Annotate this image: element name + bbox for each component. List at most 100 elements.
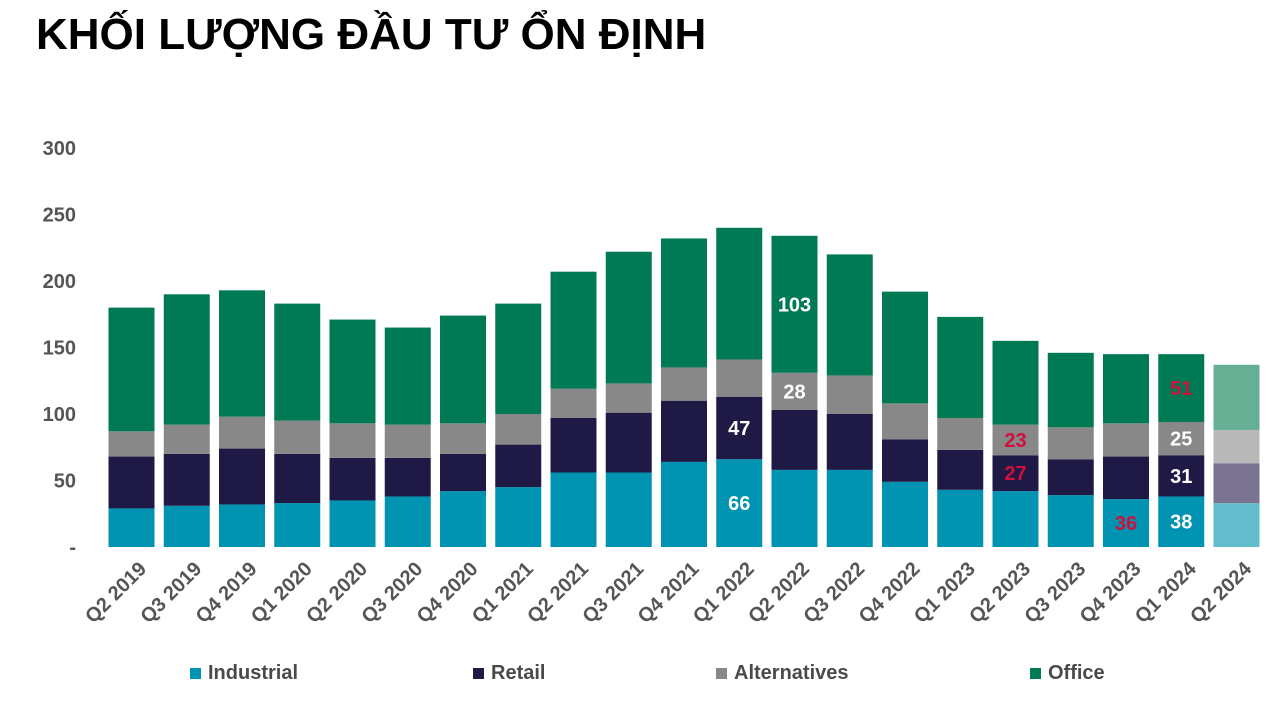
legend-item-office: Office xyxy=(1030,662,1105,685)
bar-industrial-q1-2024 xyxy=(1158,496,1205,547)
legend-swatch-office xyxy=(1030,668,1041,679)
bar-retail-q4-2022 xyxy=(882,439,928,482)
bar-alternatives-q4-2023 xyxy=(1103,423,1149,457)
y-tick-label: 300 xyxy=(43,138,76,160)
bar-industrial-q1-2021 xyxy=(495,487,542,547)
legend-label-industrial: Industrial xyxy=(208,662,299,684)
data-label: 47 xyxy=(728,418,750,440)
bar-retail-q1-2020 xyxy=(274,453,321,504)
bar-alternatives-q3-2023 xyxy=(1047,427,1094,460)
bar-alternatives-q1-2022 xyxy=(716,359,763,397)
legend-label-alternatives: Alternatives xyxy=(734,662,849,684)
bar-industrial-q1-2023 xyxy=(937,489,984,547)
bar-retail-q3-2022 xyxy=(826,414,873,470)
data-label: 103 xyxy=(778,294,811,316)
legend-swatch-industrial xyxy=(190,668,201,679)
legend-swatch-alternatives xyxy=(716,668,727,679)
y-tick-label: - xyxy=(69,537,76,559)
bar-industrial-q3-2021 xyxy=(605,472,652,547)
bar-industrial-q2-2019 xyxy=(108,508,155,547)
bar-alternatives-q2-2023 xyxy=(992,424,1039,456)
bar-alternatives-q4-2022 xyxy=(882,403,928,440)
y-tick-label: 50 xyxy=(54,471,76,493)
bar-retail-q3-2019 xyxy=(163,453,210,506)
bar-office-q1-2023 xyxy=(937,316,984,418)
bar-retail-q2-2020 xyxy=(329,457,376,501)
data-label: 51 xyxy=(1170,378,1192,400)
legend-label-office: Office xyxy=(1048,662,1105,684)
bar-office-q1-2021 xyxy=(495,303,542,414)
bar-retail-q4-2023 xyxy=(1103,456,1149,500)
bar-office-q3-2020 xyxy=(384,327,431,425)
data-label: 25 xyxy=(1170,429,1192,451)
bar-alternatives-q1-2024 xyxy=(1158,421,1205,456)
bar-retail-q4-2021 xyxy=(661,400,707,462)
bar-office-q2-2024 xyxy=(1213,364,1260,430)
bar-alternatives-q1-2020 xyxy=(274,420,321,454)
y-tick-label: 200 xyxy=(43,271,76,293)
bar-industrial-q2-2024 xyxy=(1213,503,1260,547)
bar-retail-q1-2022 xyxy=(716,396,763,460)
bar-office-q2-2020 xyxy=(329,319,376,424)
bar-retail-q2-2023 xyxy=(992,455,1039,492)
bar-office-q3-2023 xyxy=(1047,352,1094,428)
bar-retail-q1-2024 xyxy=(1158,455,1205,497)
bar-industrial-q2-2023 xyxy=(992,491,1039,547)
bar-industrial-q4-2020 xyxy=(440,491,486,547)
bar-office-q4-2021 xyxy=(661,238,707,368)
bar-alternatives-q4-2021 xyxy=(661,367,707,401)
bar-industrial-q4-2022 xyxy=(882,481,928,547)
bar-office-q2-2023 xyxy=(992,340,1039,425)
bar-office-q1-2024 xyxy=(1158,354,1205,422)
bar-alternatives-q2-2021 xyxy=(550,388,597,418)
data-label: 23 xyxy=(1004,430,1026,452)
bar-office-q4-2019 xyxy=(219,290,265,417)
bar-alternatives-q1-2021 xyxy=(495,414,542,445)
y-tick-label: 250 xyxy=(43,205,76,227)
bar-alternatives-q1-2023 xyxy=(937,417,984,450)
bar-retail-q3-2020 xyxy=(384,457,431,497)
bar-retail-q3-2021 xyxy=(605,412,652,473)
bar-alternatives-q3-2020 xyxy=(384,424,431,458)
bar-industrial-q4-2023 xyxy=(1103,499,1149,547)
bar-alternatives-q2-2019 xyxy=(108,431,155,457)
bar-alternatives-q4-2020 xyxy=(440,423,486,454)
legend-swatch-retail xyxy=(473,668,484,679)
legend-label-retail: Retail xyxy=(491,662,546,684)
x-tick-label: Q2 2024 xyxy=(1186,557,1256,627)
bar-retail-q3-2023 xyxy=(1047,459,1094,496)
bar-industrial-q3-2023 xyxy=(1047,495,1094,547)
bar-office-q3-2019 xyxy=(163,294,210,425)
bar-industrial-q2-2020 xyxy=(329,500,376,547)
bar-industrial-q2-2022 xyxy=(771,469,818,547)
data-label: 66 xyxy=(728,493,750,515)
bar-alternatives-q3-2019 xyxy=(163,424,210,454)
legend: Industrial Retail Alternatives Office xyxy=(0,662,1278,688)
bar-office-q4-2022 xyxy=(882,291,928,404)
data-label: 36 xyxy=(1115,513,1137,535)
bar-industrial-q3-2022 xyxy=(826,469,873,547)
bar-retail-q2-2019 xyxy=(108,456,155,509)
bar-office-q3-2021 xyxy=(605,251,652,384)
bar-industrial-q1-2022 xyxy=(716,459,763,547)
bar-office-q3-2022 xyxy=(826,254,873,376)
legend-item-alternatives: Alternatives xyxy=(716,662,849,685)
bar-industrial-q3-2019 xyxy=(163,505,210,547)
bar-retail-q1-2021 xyxy=(495,444,542,488)
bar-retail-q2-2021 xyxy=(550,417,597,473)
legend-item-retail: Retail xyxy=(473,662,545,685)
bar-industrial-q2-2021 xyxy=(550,472,597,547)
bar-alternatives-q4-2019 xyxy=(219,416,265,449)
data-label: 27 xyxy=(1004,463,1026,485)
bar-industrial-q3-2020 xyxy=(384,496,431,547)
bar-retail-q4-2019 xyxy=(219,448,265,505)
bar-retail-q2-2024 xyxy=(1213,463,1260,504)
bar-office-q2-2021 xyxy=(550,271,597,389)
bar-alternatives-q2-2024 xyxy=(1213,429,1260,464)
data-label: 38 xyxy=(1170,512,1192,534)
y-tick-label: 150 xyxy=(43,338,76,360)
legend-item-industrial: Industrial xyxy=(190,662,298,685)
bar-industrial-q4-2019 xyxy=(219,504,265,547)
bar-retail-q2-2022 xyxy=(771,410,818,470)
